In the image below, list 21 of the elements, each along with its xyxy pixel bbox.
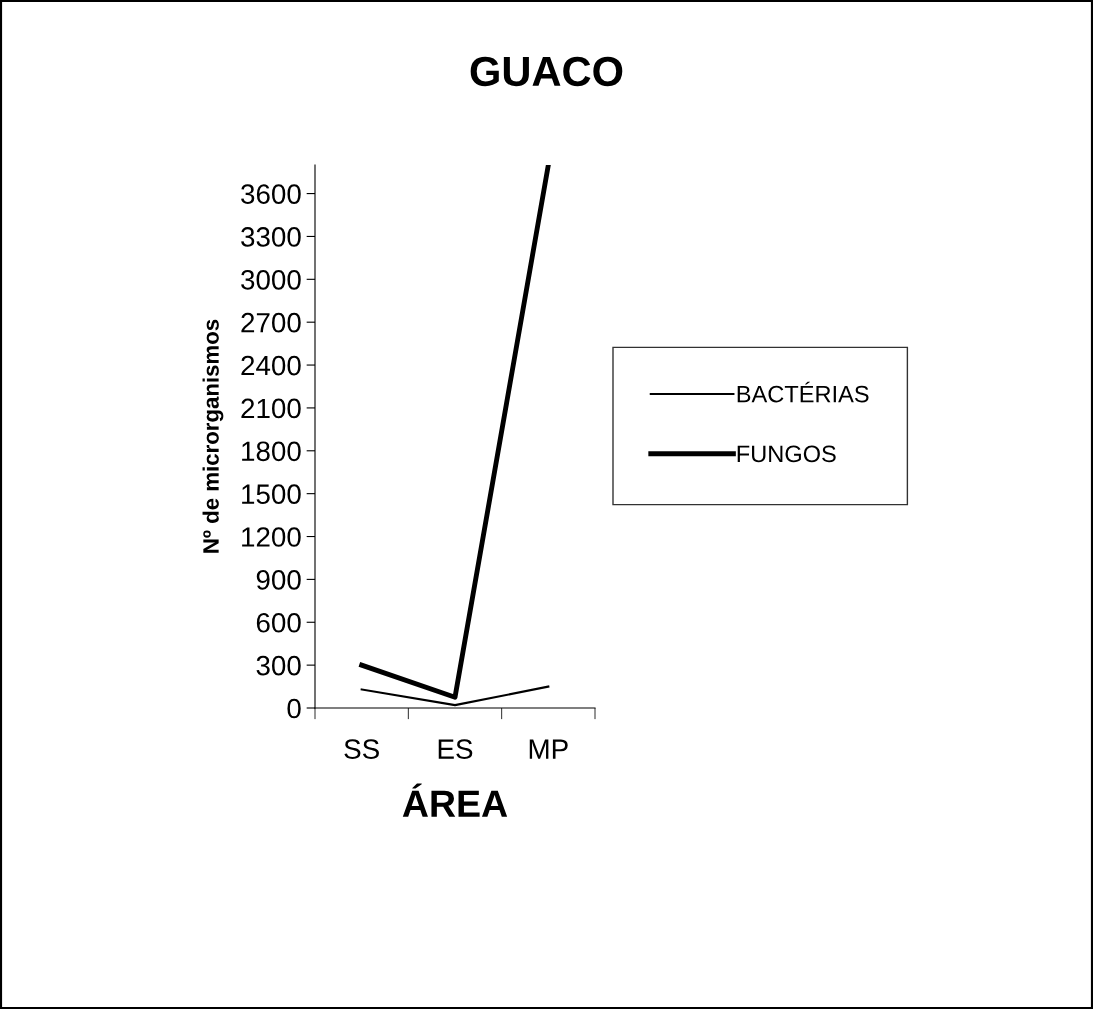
y-tick-label: 300 (256, 655, 301, 676)
y-tick-label: 3600 (241, 184, 301, 204)
legend-label: FUNGOS (737, 445, 836, 463)
x-tick-label: SS (344, 739, 379, 759)
y-tick-label: 2100 (241, 398, 301, 419)
y-tick-label: 3300 (241, 227, 301, 247)
y-tick-label: 2400 (241, 355, 301, 376)
y-axis-title: Nº de microrganismos (202, 319, 224, 553)
y-tick-label: 1500 (242, 484, 301, 504)
y-tick-label: 0 (287, 698, 301, 719)
x-axis-title: ÁREA (402, 783, 508, 817)
x-tick-label: MP (529, 739, 568, 759)
chart-title: GUACO (470, 56, 623, 87)
y-tick-label: 1800 (242, 441, 301, 462)
x-tick-label: ES (438, 739, 473, 759)
y-tick-label: 1200 (242, 527, 301, 547)
y-tick-label: 2700 (241, 312, 301, 333)
legend-label: BACTÉRIAS (737, 381, 869, 403)
y-tick-label: 600 (256, 612, 301, 633)
y-tick-label: 3000 (241, 269, 301, 290)
y-tick-label: 900 (256, 570, 301, 590)
